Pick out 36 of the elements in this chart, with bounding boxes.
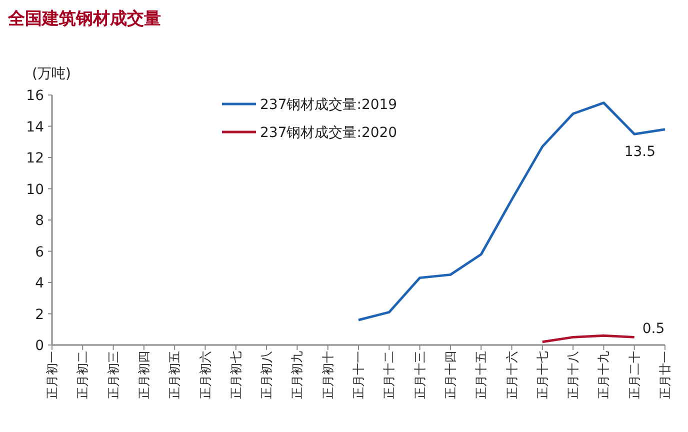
legend-label: 237钢材成交量:2019 bbox=[260, 97, 398, 113]
x-tick-label: 正月十九 bbox=[596, 351, 611, 399]
y-tick-label: 16 bbox=[26, 88, 44, 104]
y-tick-label: 8 bbox=[35, 213, 44, 229]
x-tick-label: 正月十二 bbox=[382, 351, 396, 399]
x-tick-label: 正月初八 bbox=[260, 351, 274, 399]
y-tick-label: 6 bbox=[35, 244, 44, 260]
x-tick-label: 正月二十 bbox=[627, 351, 642, 399]
y-tick-label: 4 bbox=[35, 276, 44, 292]
x-tick-label: 正月十五 bbox=[474, 351, 488, 399]
y-tick-label: 12 bbox=[26, 150, 44, 166]
x-tick-label: 正月初三 bbox=[106, 351, 120, 399]
y-tick-label: 10 bbox=[26, 182, 44, 198]
x-tick-label: 正月十七 bbox=[535, 351, 550, 399]
annotation: 0.5 bbox=[642, 321, 665, 338]
legend-label: 237钢材成交量:2020 bbox=[260, 125, 398, 141]
x-tick-label: 正月十四 bbox=[443, 351, 458, 399]
x-tick-label: 正月初一 bbox=[45, 351, 59, 399]
chart-title: 全国建筑钢材成交量 bbox=[7, 9, 161, 29]
y-tick-label: 14 bbox=[26, 119, 44, 136]
x-tick-label: 正月十一 bbox=[352, 351, 366, 399]
x-tick-label: 正月初九 bbox=[290, 351, 304, 399]
x-tick-label: 正月初二 bbox=[76, 351, 90, 399]
y-tick-label: 0 bbox=[35, 338, 44, 354]
x-tick-label: 正月初六 bbox=[198, 351, 212, 399]
x-tick-label: 正月初七 bbox=[228, 351, 243, 399]
x-tick-label: 正月廿一 bbox=[658, 351, 672, 399]
x-tick-label: 正月十六 bbox=[504, 351, 519, 399]
annotation: 13.5 bbox=[624, 144, 656, 160]
y-tick-label: 2 bbox=[35, 306, 44, 323]
x-tick-label: 正月初五 bbox=[168, 351, 182, 399]
x-tick-label: 正月初十 bbox=[320, 351, 335, 399]
x-tick-label: 正月初四 bbox=[136, 351, 151, 399]
y-axis-title: (万吨) bbox=[32, 66, 71, 82]
x-tick-label: 正月十八 bbox=[566, 351, 580, 399]
x-tick-label: 正月十三 bbox=[412, 351, 427, 399]
